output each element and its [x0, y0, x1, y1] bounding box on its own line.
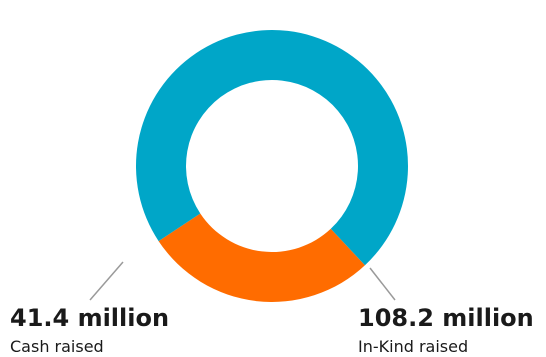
cash-value-label: 41.4 million: [10, 304, 169, 332]
cash-slice: [158, 213, 365, 302]
inkind-slice: [135, 29, 408, 266]
cash-leader-line: [89, 261, 124, 301]
inkind-category-label: In-Kind raised: [358, 337, 468, 356]
inkind-value-label: 108.2 million: [358, 304, 534, 332]
donut-slices: [135, 29, 408, 302]
cash-category-label: Cash raised: [10, 337, 104, 356]
inkind-leader-line: [369, 267, 396, 301]
